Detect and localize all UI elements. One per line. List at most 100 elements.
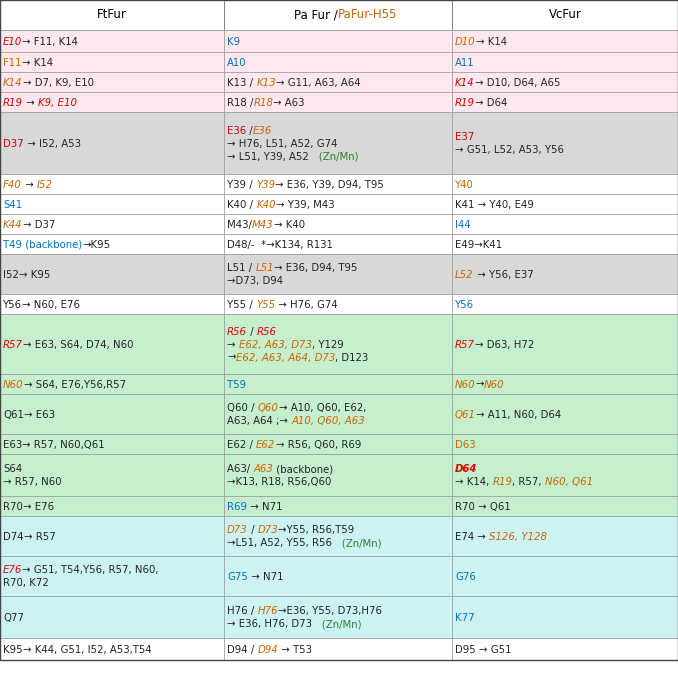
Text: Y39 /: Y39 / (227, 179, 256, 190)
Bar (0, 254, 224, 294)
Text: N60: N60 (484, 380, 504, 389)
Text: S126, Y128: S126, Y128 (490, 532, 547, 542)
Bar (452, 556, 678, 596)
Text: F40: F40 (3, 179, 22, 190)
Bar (0, 294, 224, 314)
Text: → S64, E76,Y56,R57: → S64, E76,Y56,R57 (24, 380, 125, 389)
Text: K13 /: K13 / (227, 78, 256, 87)
Text: →K13, R18, R56,Q60: →K13, R18, R56,Q60 (227, 477, 332, 487)
Bar (452, 174, 678, 194)
Text: → R57: → R57 (24, 532, 56, 542)
Text: K44: K44 (3, 220, 22, 229)
Text: I52: I52 (3, 270, 19, 280)
Text: Y55 /: Y55 / (227, 299, 256, 310)
Bar (0, 314, 224, 374)
Text: Y39: Y39 (256, 179, 275, 190)
Text: →: → (474, 532, 490, 542)
Text: G76: G76 (455, 572, 476, 581)
Bar (224, 234, 452, 254)
Bar (452, 638, 678, 660)
Text: → N71: → N71 (248, 572, 283, 581)
Text: Y56: Y56 (3, 299, 22, 310)
Text: (Zn/Mn): (Zn/Mn) (312, 619, 361, 629)
Text: R18 /: R18 / (227, 98, 254, 107)
Text: → K40: → K40 (274, 220, 304, 229)
Bar (452, 496, 678, 516)
Bar (0, 214, 224, 234)
Text: R19: R19 (492, 477, 513, 487)
Text: → G51, T54,Y56, R57, N60,: → G51, T54,Y56, R57, N60, (22, 565, 159, 575)
Text: A10: A10 (227, 58, 247, 68)
Bar (224, 72, 452, 92)
Bar (224, 496, 452, 516)
Bar (224, 52, 452, 72)
Text: H76: H76 (258, 606, 278, 616)
Text: D10: D10 (455, 37, 476, 46)
Text: A10, Q60, A63: A10, Q60, A63 (291, 416, 365, 426)
Bar (0, 638, 224, 660)
Text: K41 → Y40, E49: K41 → Y40, E49 (455, 200, 534, 210)
Text: Q77: Q77 (3, 613, 24, 622)
Text: T49 (backbone): T49 (backbone) (3, 240, 82, 249)
Text: , R57,: , R57, (513, 477, 545, 487)
Text: Y40: Y40 (455, 179, 474, 190)
Bar (0, 30, 224, 52)
Text: K40 /: K40 / (227, 200, 256, 210)
Bar (452, 434, 678, 454)
Text: → A63: → A63 (273, 98, 305, 107)
Text: → D7, K9, E10: → D7, K9, E10 (22, 78, 94, 87)
Bar (0, 234, 224, 254)
Text: S41: S41 (3, 200, 22, 210)
Bar (452, 194, 678, 214)
Bar (0, 194, 224, 214)
Text: N60: N60 (3, 380, 24, 389)
Bar (0, 0, 224, 30)
Text: Y56: Y56 (455, 299, 474, 310)
Bar (452, 254, 678, 294)
Bar (452, 112, 678, 174)
Text: R18: R18 (254, 98, 273, 107)
Text: G75: G75 (227, 572, 248, 581)
Text: E62, A63, A64, D73: E62, A63, A64, D73 (235, 353, 335, 362)
Text: → F11, K14: → F11, K14 (22, 37, 79, 46)
Text: E37: E37 (455, 132, 474, 142)
Text: → K44, G51, I52, A53,T54: → K44, G51, I52, A53,T54 (22, 644, 151, 655)
Bar (452, 596, 678, 638)
Text: → E63, S64, D74, N60: → E63, S64, D74, N60 (23, 340, 134, 350)
Text: →L51, A52, Y55, R56: →L51, A52, Y55, R56 (227, 538, 332, 548)
Text: M43: M43 (252, 220, 274, 229)
Bar (224, 556, 452, 596)
Text: → R57, N60: → R57, N60 (3, 477, 62, 487)
Text: R70, K72: R70, K72 (3, 578, 49, 588)
Text: K14: K14 (455, 78, 475, 87)
Text: E63: E63 (3, 439, 22, 450)
Text: → N60, E76: → N60, E76 (22, 299, 80, 310)
Text: E36: E36 (227, 125, 246, 136)
Text: D48/-  *→K134, R131: D48/- *→K134, R131 (227, 240, 333, 249)
Text: →D73, D94: →D73, D94 (227, 276, 283, 286)
Text: H76 /: H76 / (227, 606, 258, 616)
Bar (452, 52, 678, 72)
Bar (224, 92, 452, 112)
Bar (0, 454, 224, 496)
Bar (452, 454, 678, 496)
Text: → G51, L52, A53, Y56: → G51, L52, A53, Y56 (455, 145, 564, 155)
Bar (452, 516, 678, 556)
Text: F11: F11 (3, 58, 22, 68)
Bar (0, 112, 224, 174)
Text: K13: K13 (256, 78, 276, 87)
Text: E62, A63, D73: E62, A63, D73 (239, 340, 312, 350)
Text: → K14,: → K14, (455, 477, 492, 487)
Bar (224, 454, 452, 496)
Text: → E36, Y39, D94, T95: → E36, Y39, D94, T95 (275, 179, 384, 190)
Text: L51 /: L51 / (227, 263, 256, 273)
Bar (452, 72, 678, 92)
Text: → A10, Q60, E62,: → A10, Q60, E62, (279, 403, 366, 413)
Text: E62 /: E62 / (227, 439, 256, 450)
Text: Q60 /: Q60 / (227, 403, 258, 413)
Text: E76: E76 (3, 565, 22, 575)
Text: /: / (246, 125, 253, 136)
Text: , D123: , D123 (335, 353, 368, 362)
Text: /: / (247, 525, 258, 535)
Text: R56: R56 (257, 326, 277, 337)
